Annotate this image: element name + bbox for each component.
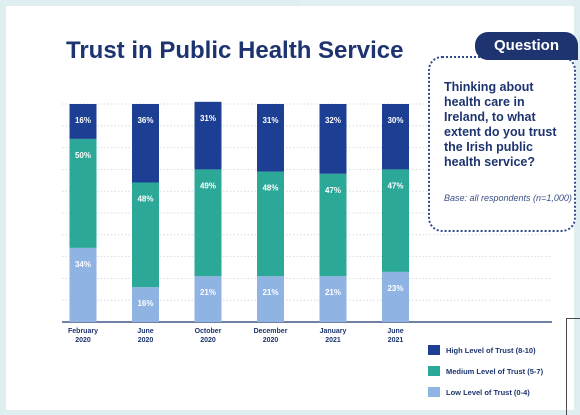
data-label: 49% <box>200 181 216 190</box>
data-label: 32% <box>325 116 341 125</box>
bar-segment <box>382 169 409 272</box>
bar-segment <box>132 182 159 288</box>
data-label: 21% <box>200 288 216 297</box>
bar-segment <box>69 104 97 139</box>
bar-segment <box>69 247 97 322</box>
legend-swatch <box>428 387 440 397</box>
bar-segment <box>194 169 222 277</box>
x-tick-label: 2021 <box>388 337 404 344</box>
x-tick-label: January <box>320 328 347 335</box>
legend-item: High Level of Trust (8-10) <box>428 344 568 356</box>
x-tick-label: December <box>254 328 288 335</box>
data-label: 31% <box>262 116 278 125</box>
legend-label: Medium Level of Trust (5-7) <box>446 366 544 376</box>
data-label: 36% <box>137 116 153 125</box>
chart-title: Trust in Public Health Service <box>66 38 403 64</box>
x-tick-label: 2020 <box>263 337 279 344</box>
x-tick-label: 2020 <box>138 337 154 344</box>
x-tick-label: October <box>195 328 222 335</box>
data-label: 47% <box>387 181 403 190</box>
bar-segment <box>382 104 409 170</box>
legend-swatch <box>428 366 440 376</box>
bar-segment <box>257 171 284 277</box>
x-tick-label: February <box>68 328 98 335</box>
bar-segment <box>319 104 347 174</box>
data-label: 34% <box>75 260 91 269</box>
bar-segment <box>319 173 347 277</box>
data-label: 48% <box>262 184 278 193</box>
bar-segment <box>319 276 347 322</box>
x-tick-label: June <box>387 328 403 335</box>
decorative-corner <box>566 318 580 415</box>
x-tick-label: June <box>137 328 153 335</box>
data-label: 16% <box>75 116 91 125</box>
bar-segment <box>132 287 159 322</box>
legend-label: High Level of Trust (8-10) <box>446 345 536 355</box>
x-tick-label: 2020 <box>200 337 216 344</box>
bar-segment <box>257 276 284 322</box>
bar-segment <box>132 104 159 183</box>
x-axis-labels: February 2020 June 2020 October 2020 December 2… <box>68 328 404 344</box>
x-tick-label: 2020 <box>75 337 91 344</box>
data-label: 50% <box>75 151 91 160</box>
bar-segment <box>69 138 97 248</box>
bar-segment <box>257 104 284 172</box>
question-base: Base: all respondents (n=1,000) <box>444 193 572 203</box>
data-label: 16% <box>137 299 153 308</box>
data-label: 47% <box>325 186 341 195</box>
data-label: 31% <box>200 114 216 123</box>
legend-item: Low Level of Trust (0-4) <box>428 386 568 398</box>
legend-label: Low Level of Trust (0-4) <box>446 387 530 397</box>
legend-item: Medium Level of Trust (5-7) <box>428 365 568 377</box>
bar-segment <box>194 276 222 322</box>
x-tick-label: 2021 <box>325 337 341 344</box>
bars: 34% 50% 16% 16% 48% 36% 21% 49% 31% 21% 48% 31% 21% 4… <box>69 101 409 322</box>
data-label: 23% <box>387 284 403 293</box>
question-box <box>428 56 576 232</box>
legend-swatch <box>428 345 440 355</box>
data-label: 21% <box>325 288 341 297</box>
data-label: 30% <box>387 116 403 125</box>
bar-segment <box>194 101 222 170</box>
legend: High Level of Trust (8-10) Medium Level o… <box>428 344 568 407</box>
bar-segment <box>382 271 409 322</box>
data-label: 48% <box>137 194 153 203</box>
chart-title-text: Trust in Public Health Service <box>66 37 404 64</box>
question-text: Thinking about health care in Ireland, t… <box>444 80 557 169</box>
question-tab: Question <box>475 32 578 60</box>
data-label: 21% <box>262 288 278 297</box>
